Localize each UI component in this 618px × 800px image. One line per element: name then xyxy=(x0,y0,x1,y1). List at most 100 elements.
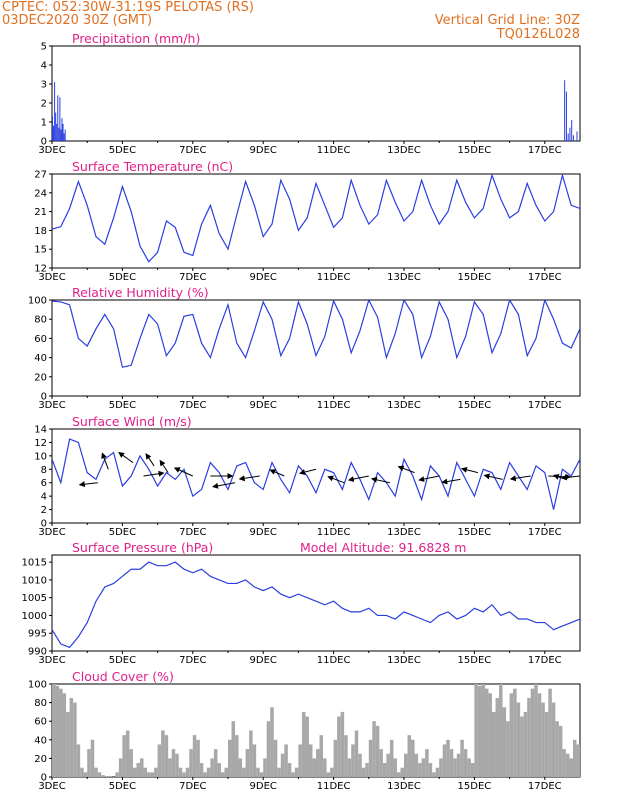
panel-title: Cloud Cover (%) xyxy=(72,669,174,684)
x-tick-label: 3DEC xyxy=(38,272,65,283)
wind-arrow xyxy=(483,473,503,480)
data-bar xyxy=(523,711,528,777)
y-tick-label: 2 xyxy=(41,99,47,110)
data-bar xyxy=(178,767,183,777)
data-bar xyxy=(530,688,535,777)
data-bar xyxy=(506,721,510,777)
y-tick-label: 0 xyxy=(41,773,47,784)
x-tick-label: 15DEC xyxy=(458,400,492,411)
data-bar xyxy=(421,758,426,777)
data-bar xyxy=(132,767,137,777)
data-bar xyxy=(245,749,250,777)
data-bar xyxy=(55,685,60,777)
data-bar xyxy=(59,688,63,777)
data-bar xyxy=(411,739,415,777)
data-bar xyxy=(351,744,355,777)
data-bar xyxy=(576,131,578,141)
y-tick-label: 60 xyxy=(34,334,47,345)
data-bar xyxy=(474,684,478,777)
data-bar xyxy=(277,767,281,777)
data-bar xyxy=(470,763,475,777)
data-bar xyxy=(509,693,514,777)
data-bar xyxy=(69,697,74,777)
data-bar xyxy=(382,763,387,777)
series-line xyxy=(52,300,580,368)
data-bar xyxy=(305,716,309,777)
data-bar xyxy=(576,744,580,777)
data-bar xyxy=(592,133,593,141)
data-bar xyxy=(481,684,485,777)
data-bar xyxy=(428,763,433,777)
data-bar xyxy=(449,749,454,777)
data-bar xyxy=(564,80,566,141)
x-tick-label: 7DEC xyxy=(179,145,206,156)
wind-arrow xyxy=(159,459,169,473)
y-tick-label: 1015 xyxy=(22,558,47,569)
data-bar xyxy=(354,730,359,777)
x-tick-label: 17DEC xyxy=(528,272,562,283)
data-bar xyxy=(235,735,239,777)
data-bar xyxy=(301,711,306,777)
panel-frame xyxy=(51,173,581,269)
data-bar xyxy=(252,744,257,777)
x-tick-label: 7DEC xyxy=(179,781,206,792)
data-bar xyxy=(425,749,429,777)
data-bar xyxy=(62,123,64,141)
data-bar xyxy=(58,127,60,141)
data-bar xyxy=(273,739,278,777)
data-bar xyxy=(541,702,545,777)
data-bar xyxy=(122,735,126,777)
data-bar xyxy=(572,739,577,777)
wind-arrow xyxy=(238,475,260,482)
data-bar xyxy=(291,772,295,777)
data-bar xyxy=(596,132,597,142)
y-tick-label: 27 xyxy=(34,170,47,181)
panel-title: Surface Pressure (hPa) xyxy=(72,540,213,555)
data-bar xyxy=(453,758,457,777)
x-tick-label: 7DEC xyxy=(179,272,206,283)
x-tick-label: 11DEC xyxy=(317,145,351,156)
data-bar xyxy=(368,739,373,777)
x-tick-label: 15DEC xyxy=(458,781,492,792)
data-bar xyxy=(393,758,397,777)
data-bar xyxy=(270,707,274,777)
panel-title: Surface Temperature (nC) xyxy=(72,159,233,174)
x-tick-label: 7DEC xyxy=(179,655,206,666)
data-bar xyxy=(57,95,59,141)
y-tick-label: 18 xyxy=(34,226,47,237)
data-bar xyxy=(319,735,324,777)
data-bar xyxy=(601,130,602,141)
data-bar xyxy=(396,772,401,777)
data-bar xyxy=(326,772,331,777)
data-bar xyxy=(323,758,327,777)
data-bar xyxy=(94,767,98,777)
header-grid-note: Vertical Grid Line: 30Z xyxy=(435,13,580,28)
panel-annotation: Model Altitude: 91.6828 m xyxy=(300,540,466,555)
x-tick-label: 13DEC xyxy=(387,145,421,156)
data-bar xyxy=(567,133,569,141)
y-tick-label: 2 xyxy=(41,505,47,516)
panel-humidity: 0 20 40 60 80 100 3DEC 5DEC 7DEC 9DEC 11DEC 13DEC 15… xyxy=(28,285,581,411)
data-bar xyxy=(598,120,599,141)
data-bar xyxy=(591,122,592,141)
x-tick-label: 13DEC xyxy=(387,527,421,538)
wind-arrow xyxy=(173,467,194,477)
x-tick-label: 7DEC xyxy=(179,527,206,538)
data-bar xyxy=(56,123,58,141)
data-bar xyxy=(192,735,197,777)
x-tick-label: 5DEC xyxy=(109,145,136,156)
data-bar xyxy=(73,702,77,777)
series-line xyxy=(52,174,580,263)
data-bar xyxy=(544,711,549,777)
y-tick-label: 5 xyxy=(41,42,47,53)
data-bar xyxy=(439,758,443,777)
data-bar xyxy=(294,767,299,777)
x-tick-label: 13DEC xyxy=(387,400,421,411)
data-bar xyxy=(400,767,404,777)
x-tick-label: 13DEC xyxy=(387,781,421,792)
y-tick-label: 1000 xyxy=(22,611,47,622)
wind-arrow xyxy=(78,481,98,488)
data-bar xyxy=(442,744,447,777)
data-bar xyxy=(537,693,542,777)
